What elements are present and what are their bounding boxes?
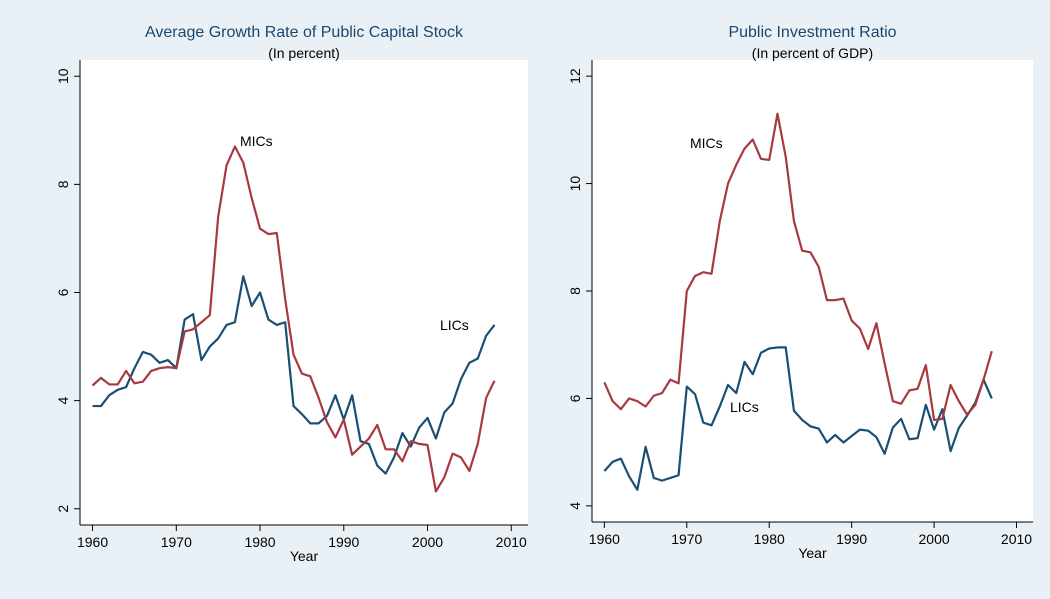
series-annotation: MICs: [690, 135, 723, 151]
line-series: [92, 275, 496, 475]
y-tick-label: 6: [567, 394, 583, 402]
y-tick-label: 4: [567, 502, 583, 510]
y-tick-label: 8: [55, 180, 71, 188]
y-tick-label: 10: [567, 176, 583, 192]
y-tick-label: 2: [55, 505, 71, 513]
x-axis-label: Year: [798, 545, 827, 561]
x-tick-label: 2000: [919, 531, 950, 547]
x-tick-label: 1960: [77, 534, 108, 550]
chart-subtitle: (In percent of GDP): [752, 45, 873, 61]
chart-title: Public Investment Ratio: [728, 24, 896, 41]
line-series: [603, 346, 993, 491]
line-series: [91, 145, 496, 493]
y-tick-label: 12: [567, 68, 583, 84]
x-tick-label: 1960: [589, 531, 620, 547]
series-annotation: LICs: [440, 317, 469, 333]
x-tick-label: 1990: [328, 534, 359, 550]
x-axis-label: Year: [290, 548, 319, 564]
y-tick-label: 4: [55, 397, 71, 405]
chart-title: Average Growth Rate of Public Capital St…: [145, 24, 464, 41]
plot-area: [80, 60, 528, 525]
x-tick-label: 1970: [671, 531, 702, 547]
chart-subtitle: (In percent): [268, 45, 340, 61]
x-tick-label: 2000: [412, 534, 443, 550]
y-tick-label: 10: [55, 68, 71, 84]
x-tick-label: 2010: [1001, 531, 1032, 547]
x-tick-label: 2010: [496, 534, 527, 550]
series-annotation: LICs: [730, 399, 759, 415]
series-annotation: MICs: [240, 133, 273, 149]
y-tick-label: 6: [55, 288, 71, 296]
x-tick-label: 1970: [161, 534, 192, 550]
x-tick-label: 1980: [754, 531, 785, 547]
x-tick-label: 1990: [836, 531, 867, 547]
line-series: [603, 112, 993, 422]
x-tick-label: 1980: [244, 534, 275, 550]
plot-area: [592, 60, 1033, 522]
y-tick-label: 8: [567, 287, 583, 295]
